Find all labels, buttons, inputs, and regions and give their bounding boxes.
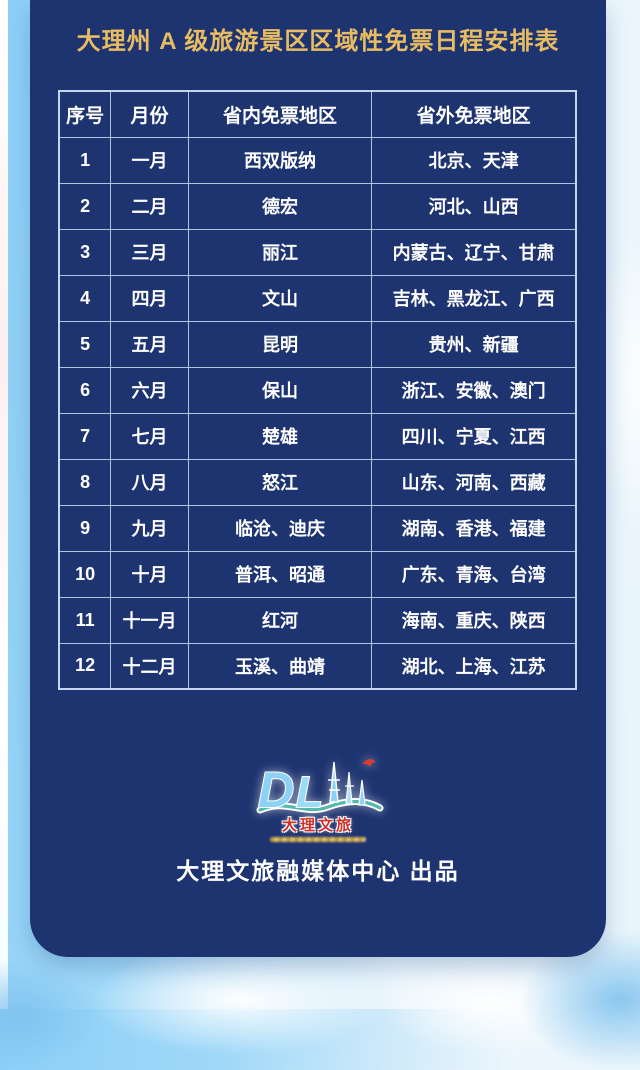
table-row: 5 五月 昆明 贵州、新疆 — [58, 320, 577, 368]
row-number-cell: 12 — [58, 642, 112, 690]
out-province-cell: 湖北、上海、江苏 — [371, 642, 577, 690]
in-province-cell: 普洱、昭通 — [187, 550, 373, 598]
in-province-cell: 丽江 — [187, 228, 373, 276]
table-row: 7 七月 楚雄 四川、宁夏、江西 — [58, 412, 577, 460]
out-province-cell: 北京、天津 — [371, 136, 577, 184]
in-province-cell: 临沧、迪庆 — [187, 504, 373, 552]
in-province-cell: 文山 — [187, 274, 373, 322]
table-row: 12 十二月 玉溪、曲靖 湖北、上海、江苏 — [58, 642, 577, 690]
in-province-cell: 昆明 — [187, 320, 373, 368]
column-header: 序号 — [58, 90, 112, 138]
row-number-cell: 3 — [58, 228, 112, 276]
logo-en-tagline — [270, 837, 366, 842]
background-edge-strip — [0, 0, 8, 1009]
in-province-cell: 保山 — [187, 366, 373, 414]
svg-text:L: L — [296, 768, 323, 817]
row-number-cell: 5 — [58, 320, 112, 368]
month-cell: 六月 — [110, 366, 189, 414]
out-province-cell: 吉林、黑龙江、广西 — [371, 274, 577, 322]
out-province-cell: 四川、宁夏、江西 — [371, 412, 577, 460]
table-row: 4 四月 文山 吉林、黑龙江、广西 — [58, 274, 577, 322]
out-province-cell: 浙江、安徽、澳门 — [371, 366, 577, 414]
in-province-cell: 红河 — [187, 596, 373, 644]
month-cell: 七月 — [110, 412, 189, 460]
schedule-table-header-row: 序号 月份 省内免票地区 省外免票地区 — [58, 90, 577, 138]
logo-cn-text: 大理文旅 — [281, 817, 354, 834]
in-province-cell: 西双版纳 — [187, 136, 373, 184]
out-province-cell: 海南、重庆、陕西 — [371, 596, 577, 644]
out-province-cell: 广东、青海、台湾 — [371, 550, 577, 598]
dali-three-pagodas-logo-icon: D L — [256, 758, 384, 819]
month-cell: 一月 — [110, 136, 189, 184]
month-cell: 五月 — [110, 320, 189, 368]
cloud-shape — [380, 955, 600, 1055]
svg-text:D: D — [258, 762, 294, 818]
cloud-shape — [90, 945, 390, 1055]
table-row: 6 六月 保山 浙江、安徽、澳门 — [58, 366, 577, 414]
column-header: 月份 — [110, 90, 189, 138]
out-province-cell: 内蒙古、辽宁、甘肃 — [371, 228, 577, 276]
month-cell: 八月 — [110, 458, 189, 506]
row-number-cell: 10 — [58, 550, 112, 598]
row-number-cell: 7 — [58, 412, 112, 460]
out-province-cell: 山东、河南、西藏 — [371, 458, 577, 506]
table-row: 1 一月 西双版纳 北京、天津 — [58, 136, 577, 184]
credit-text: 大理文旅融媒体中心 出品 — [176, 858, 460, 884]
month-cell: 九月 — [110, 504, 189, 552]
in-province-cell: 楚雄 — [187, 412, 373, 460]
row-number-cell: 9 — [58, 504, 112, 552]
month-cell: 二月 — [110, 182, 189, 230]
column-header: 省内免票地区 — [187, 90, 373, 138]
table-row: 11 十一月 红河 海南、重庆、陕西 — [58, 596, 577, 644]
poster-panel: 大理州 A 级旅游景区区域性免票日程安排表 序号 月份 省内免票地区 省外免票地区 1… — [30, 0, 606, 957]
month-cell: 十月 — [110, 550, 189, 598]
table-row: 3 三月 丽江 内蒙古、辽宁、甘肃 — [58, 228, 577, 276]
row-number-cell: 6 — [58, 366, 112, 414]
cloud-shape — [0, 960, 100, 1070]
schedule-table-container: 序号 月份 省内免票地区 省外免票地区 1 一月 西双版纳 北京、天津 2 二月 德宏 河北、山西 3… — [58, 90, 577, 690]
out-province-cell: 贵州、新疆 — [371, 320, 577, 368]
schedule-table: 序号 月份 省内免票地区 省外免票地区 1 一月 西双版纳 北京、天津 2 二月 德宏 河北、山西 3… — [58, 90, 577, 690]
in-province-cell: 德宏 — [187, 182, 373, 230]
row-number-cell: 4 — [58, 274, 112, 322]
in-province-cell: 怒江 — [187, 458, 373, 506]
month-cell: 十一月 — [110, 596, 189, 644]
row-number-cell: 11 — [58, 596, 112, 644]
column-header: 省外免票地区 — [371, 90, 577, 138]
row-number-cell: 2 — [58, 182, 112, 230]
month-cell: 十二月 — [110, 642, 189, 690]
out-province-cell: 湖南、香港、福建 — [371, 504, 577, 552]
out-province-cell: 河北、山西 — [371, 182, 577, 230]
poster-title: 大理州 A 级旅游景区区域性免票日程安排表 — [76, 28, 560, 55]
table-row: 10 十月 普洱、昭通 广东、青海、台湾 — [58, 550, 577, 598]
row-number-cell: 1 — [58, 136, 112, 184]
table-row: 9 九月 临沧、迪庆 湖南、香港、福建 — [58, 504, 577, 552]
month-cell: 三月 — [110, 228, 189, 276]
month-cell: 四月 — [110, 274, 189, 322]
table-row: 8 八月 怒江 山东、河南、西藏 — [58, 458, 577, 506]
row-number-cell: 8 — [58, 458, 112, 506]
table-row: 2 二月 德宏 河北、山西 — [58, 182, 577, 230]
dali-wenlv-logo: D L 大理文旅 — [30, 750, 606, 842]
in-province-cell: 玉溪、曲靖 — [187, 642, 373, 690]
